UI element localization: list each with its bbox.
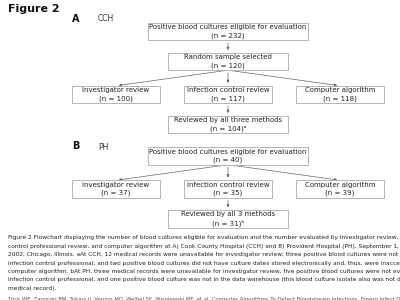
Text: Figure 2 Flowchart displaying the number of blood cultures eligible for evaluati: Figure 2 Flowchart displaying the number…	[8, 236, 400, 241]
Text: Figure 2: Figure 2	[8, 4, 60, 14]
FancyBboxPatch shape	[148, 147, 308, 165]
FancyBboxPatch shape	[72, 180, 160, 198]
Text: Investigator review
(n = 37): Investigator review (n = 37)	[82, 182, 150, 196]
FancyBboxPatch shape	[296, 86, 384, 103]
Text: 2002, Chicago, Illinois. aAt CCH, 12 medical records were unavailable for invest: 2002, Chicago, Illinois. aAt CCH, 12 med…	[8, 252, 400, 257]
Text: Random sample selected
(n = 120): Random sample selected (n = 120)	[184, 54, 272, 69]
Text: B: B	[72, 141, 79, 151]
Text: infection control professional, and one positive blood culture was not in the da: infection control professional, and one …	[8, 278, 400, 283]
FancyBboxPatch shape	[72, 86, 160, 103]
FancyBboxPatch shape	[184, 180, 272, 198]
Text: Computer algorithm
(n = 118): Computer algorithm (n = 118)	[305, 87, 375, 102]
FancyBboxPatch shape	[168, 116, 288, 133]
Text: control professional review, and computer algorithm at A) Cook County Hospital (: control professional review, and compute…	[8, 244, 400, 249]
FancyBboxPatch shape	[184, 86, 272, 103]
Text: Positive blood cultures eligible for evaluation
(n = 40): Positive blood cultures eligible for eva…	[149, 149, 307, 163]
Text: Reviewed by all 3 methods
(n = 31)ᵇ: Reviewed by all 3 methods (n = 31)ᵇ	[181, 211, 275, 227]
Text: CCH: CCH	[98, 14, 114, 23]
Text: infection control professional; and two positive blood cultures did not have cul: infection control professional; and two …	[8, 261, 400, 266]
Text: computer algorithm. bAt PH, three medical records were unavailable for investiga: computer algorithm. bAt PH, three medica…	[8, 269, 400, 274]
Text: Computer algorithm
(n = 39): Computer algorithm (n = 39)	[305, 182, 375, 196]
FancyBboxPatch shape	[296, 180, 384, 198]
Text: medical record).: medical record).	[8, 286, 56, 291]
Text: Reviewed by all three methods
(n = 104)ᵃ: Reviewed by all three methods (n = 104)ᵃ	[174, 117, 282, 132]
FancyBboxPatch shape	[168, 53, 288, 70]
FancyBboxPatch shape	[168, 210, 288, 228]
Text: Investigator review
(n = 100): Investigator review (n = 100)	[82, 87, 150, 102]
Text: Infection control review
(n = 35): Infection control review (n = 35)	[187, 182, 269, 196]
Text: Infection control review
(n = 117): Infection control review (n = 117)	[187, 87, 269, 102]
Text: Positive blood cultures eligible for evaluation
(n = 232): Positive blood cultures eligible for eva…	[149, 24, 307, 39]
Text: PH: PH	[98, 142, 108, 152]
Text: A: A	[72, 14, 80, 23]
FancyBboxPatch shape	[148, 23, 308, 40]
Text: Trick WE, Zagorski BM, Tokars JI, Vernon MO, Welbel SF, Wisniewski MF, et al. Co: Trick WE, Zagorski BM, Tokars JI, Vernon…	[8, 297, 400, 300]
